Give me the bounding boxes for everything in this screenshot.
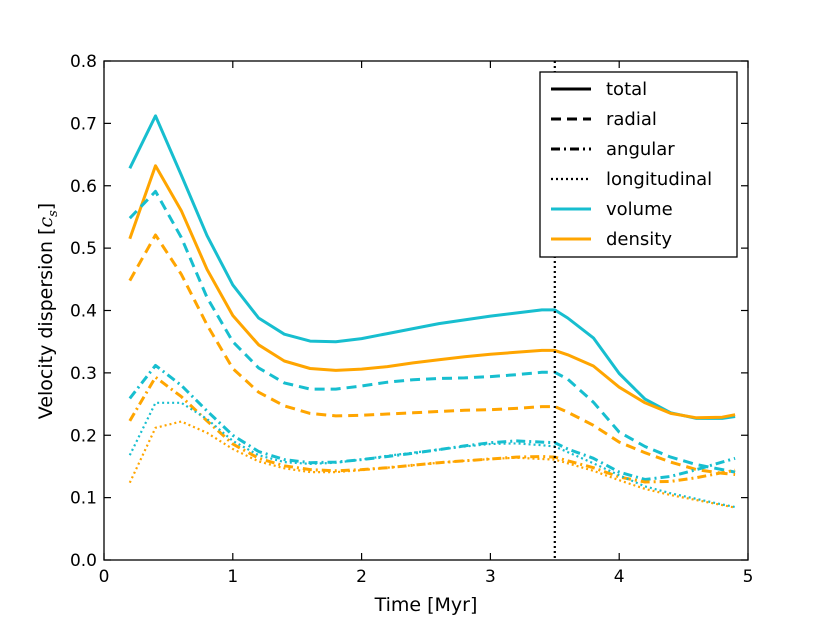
y-tick-label: 0.8 bbox=[70, 52, 97, 72]
series-density-angular bbox=[128, 375, 736, 484]
x-tick-label: 5 bbox=[743, 567, 754, 587]
x-tick-label: 2 bbox=[356, 567, 367, 587]
y-tick-label: 0.1 bbox=[70, 489, 97, 509]
y-axis-label-suffix: ] bbox=[35, 203, 57, 210]
y-tick-label: 0.6 bbox=[70, 177, 97, 197]
x-tick-label: 3 bbox=[485, 567, 496, 587]
legend-label-volume: volume bbox=[606, 199, 673, 220]
series-density-radial bbox=[128, 233, 736, 476]
series-volume-radial bbox=[128, 189, 736, 474]
y-tick-label: 0.2 bbox=[70, 426, 97, 446]
series-volume-total bbox=[128, 114, 736, 420]
series-volume-longitudinal bbox=[128, 401, 736, 509]
x-tick-label: 4 bbox=[614, 567, 625, 587]
axis-ticks bbox=[103, 60, 749, 561]
y-axis-label: Velocity dispersion [cs] bbox=[35, 203, 61, 419]
y-tick-label: 0.5 bbox=[70, 239, 97, 259]
y-tick-labels: 0.0 0.1 0.2 0.3 0.4 0.5 0.6 0.7 0.8 bbox=[70, 52, 97, 571]
x-tick-label: 0 bbox=[99, 567, 110, 587]
y-axis-label-subscript: s bbox=[46, 210, 61, 217]
x-tick-label: 1 bbox=[227, 567, 238, 587]
legend-label-density: density bbox=[606, 229, 672, 250]
legend: total radial angular longitudinal volume dens… bbox=[539, 71, 738, 258]
legend-label-angular: angular bbox=[606, 139, 675, 160]
y-axis-label-symbol: c bbox=[35, 217, 57, 228]
y-tick-label: 0.3 bbox=[70, 364, 97, 384]
x-axis-label: Time [Myr] bbox=[374, 594, 478, 616]
y-tick-label: 0.0 bbox=[70, 551, 97, 571]
legend-label-radial: radial bbox=[606, 109, 657, 130]
legend-label-total: total bbox=[606, 79, 647, 100]
y-axis-label-prefix: Velocity dispersion [ bbox=[35, 228, 57, 420]
series-density-total bbox=[128, 164, 736, 420]
y-tick-label: 0.7 bbox=[70, 114, 97, 134]
y-tick-label: 0.4 bbox=[70, 302, 97, 322]
legend-box bbox=[539, 71, 738, 258]
x-tick-labels: 0 1 2 3 4 5 bbox=[99, 567, 754, 587]
series-density-longitudinal bbox=[128, 420, 736, 509]
legend-label-longitudinal: longitudinal bbox=[606, 169, 712, 190]
series-layer bbox=[128, 114, 736, 509]
